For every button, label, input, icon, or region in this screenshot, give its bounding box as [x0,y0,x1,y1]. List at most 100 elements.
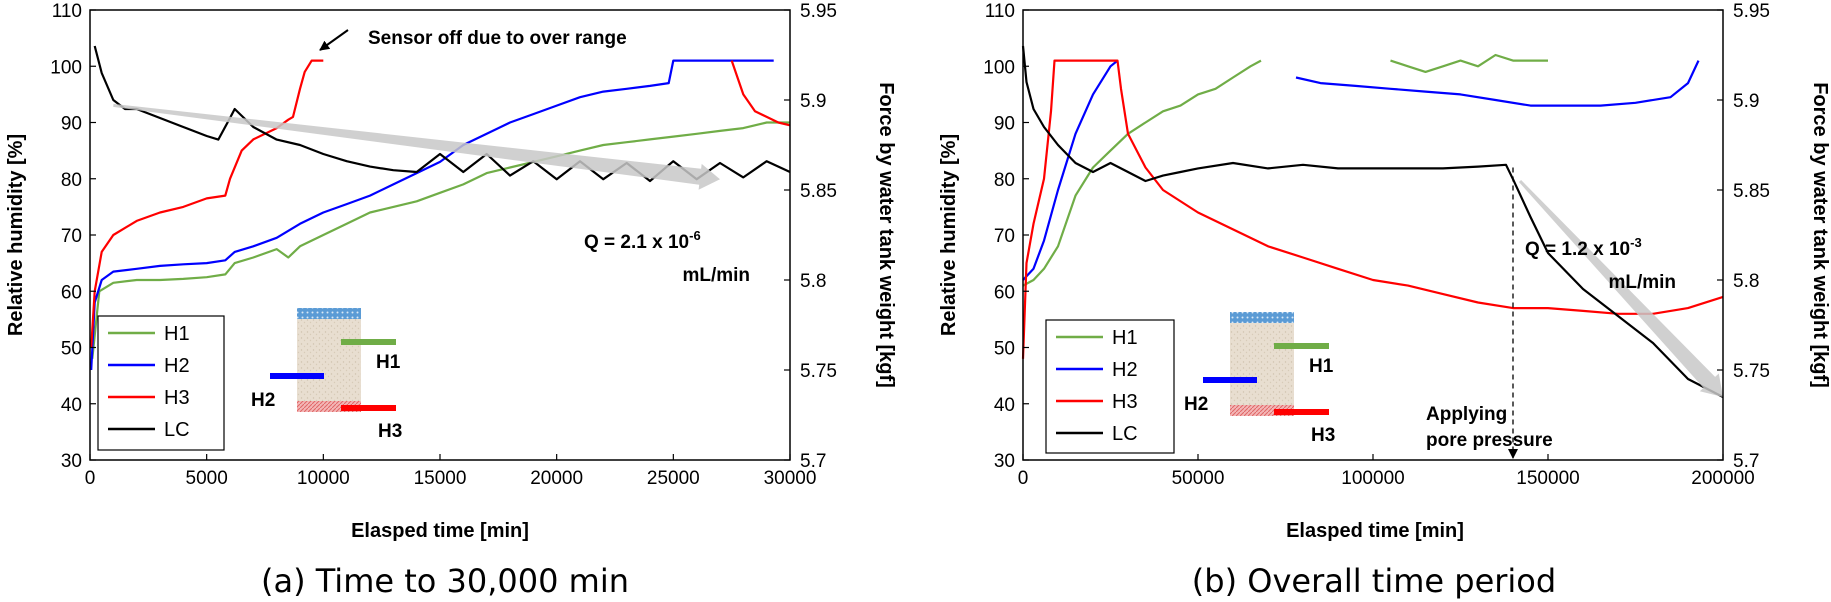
panel-b-specimen-top-layer [1230,312,1294,323]
panel-b-series-h2 [1022,59,1119,281]
panel-b-specimen-bottom-layer [1230,405,1294,416]
panel-b-x-axis-label: Elasped time [min] [1286,520,1464,542]
panel-b-y-tick-label-0: 30 [994,451,1015,472]
panel-b-series-h3 [1021,59,1724,359]
panel-b-y-tick-label-6: 90 [994,114,1015,135]
panel-a-y2-tick-label-4: 5.9 [800,91,826,112]
panel-b-legend-box [1045,319,1175,454]
panel-b-legend: H1 H2 H3 LC [1045,319,1175,454]
panel-a-caption: (a) Time to 30,000 min [261,562,629,600]
panel-b-y2-tick-label-2: 5.8 [1733,271,1759,292]
panel-a-y-tick-label-3: 60 [61,282,82,303]
panel-a-sensor-h3-label: H3 [378,421,402,442]
panel-b-legend-h1: H1 [1112,327,1138,349]
panel-a-series-layer [90,45,791,371]
panel-a-y-tick-label-5: 80 [61,170,82,191]
panel-b-y-tick-label-7: 100 [983,57,1015,78]
panel-a-y2-tick-label-1: 5.75 [800,361,837,382]
panel-b-sensor-h1-label: H1 [1309,356,1334,377]
panel-b-y-tick-label-4: 70 [994,226,1015,247]
panel-a-chart: 0 5000 10000 15000 20000 25000 30000 30 40 50 60 7… [5,1,897,600]
panel-b-series-h1 [1022,59,1262,287]
panel-a-legend-h2: H2 [164,355,190,377]
panel-b-series-lc [1021,45,1724,398]
panel-a-y-tick-label-6: 90 [61,114,82,135]
panel-b-x-tick-label-2: 100000 [1341,468,1404,489]
panel-a-q-unit: mL/min [682,265,750,286]
panel-b-trend-arrow [1518,180,1723,397]
panel-a-y-axis-label: Relative humidity [%] [5,134,27,336]
panel-b-specimen-body [1230,312,1294,416]
panel-a-sensor-h1-label: H1 [376,352,401,373]
panel-a-specimen-bottom-layer [297,401,361,412]
panel-a-x-tick-label-2: 10000 [297,468,350,489]
panel-a-series-h1 [91,121,790,359]
panel-a-sensor-off-note: Sensor off due to over range [368,28,627,49]
panel-b-q-unit: mL/min [1608,272,1676,293]
panel-a-y-tick-label-4: 70 [61,226,82,247]
panel-b-x-tick-label-0: 0 [1018,468,1029,489]
panel-a-specimen-top-layer [297,308,361,319]
panel-a-legend-lc: LC [164,419,190,441]
panel-b-y-tick-label-8: 110 [985,1,1015,22]
panel-a-y2-tick-label-3: 5.85 [800,181,837,202]
panel-b-q-exponent: -3 [1630,235,1642,250]
panel-a-legend-h1: H1 [164,323,190,345]
panel-b-y2-ticks: 5.7 5.75 5.8 5.85 5.9 5.95 [1717,1,1770,472]
panel-a-x-tick-label-5: 25000 [647,468,700,489]
panel-a-y2-tick-label-0: 5.7 [800,451,826,472]
panel-b-y-ticks: 30 40 50 60 70 80 90 100 110 [983,1,1029,472]
panel-a-q-label: Q = 2.1 x 10-6 [584,228,701,253]
panel-b-overlay-layer [1508,167,1723,459]
panel-b-pore-label-line2: pore pressure [1426,430,1553,451]
panel-a-x-tick-label-3: 15000 [414,468,467,489]
panel-a-x-tick-label-4: 20000 [530,468,583,489]
panel-a-y2-ticks: 5.7 5.75 5.8 5.85 5.9 5.95 [784,1,837,472]
panel-b-y2-tick-label-4: 5.9 [1733,91,1759,112]
panel-a-legend: H1 H2 H3 LC [97,315,225,451]
panel-a-specimen-body [297,308,361,412]
panel-a-x-tick-label-0: 0 [85,468,96,489]
panel-b-y-tick-label-2: 50 [994,339,1015,360]
panel-b-series-layer [1021,45,1724,398]
panel-a-series-h3-late [730,60,791,127]
panel-b-x-ticks: 0 50000 100000 150000 200000 [1018,454,1755,489]
panel-b-y2-axis-label: Force by water tank weight [kgf] [1809,82,1831,388]
panel-a-x-tick-label-6: 30000 [764,468,817,489]
panel-b-pore-label-line1: Applying [1426,404,1507,425]
panel-a-series-h3 [90,59,324,348]
panel-a-y-tick-label-2: 50 [61,339,82,360]
panel-a-sensor-off-arrow [319,29,349,51]
panel-a-y2-tick-label-2: 5.8 [800,271,826,292]
panel-b-series-h2-late [1295,60,1700,107]
panel-a-x-tick-label-1: 5000 [186,468,228,489]
panel-a-y2-axis-label: Force by water tank weight [kgf] [875,82,897,388]
panel-a-overlay-layer [113,103,720,190]
panel-b-legend-h2: H2 [1112,359,1138,381]
panel-b-y2-tick-label-3: 5.85 [1733,181,1770,202]
panel-a-sensor-h2-label: H2 [251,390,275,411]
panel-a-q-main: Q = 2.1 x 10 [584,232,689,253]
panel-a-y-tick-label-8: 110 [52,1,82,22]
panel-b-y2-tick-label-0: 5.7 [1733,451,1759,472]
panel-a-y2-tick-label-5: 5.95 [800,1,837,22]
panel-b-legend-lc: LC [1112,423,1138,445]
panel-b-legend-h3: H3 [1112,391,1138,413]
panel-a-x-axis-label: Elasped time [min] [351,520,529,542]
panel-b-q-main: Q = 1.2 x 10 [1525,239,1630,260]
panel-b-y-axis-label: Relative humidity [%] [938,134,960,336]
panel-a-y-ticks: 30 40 50 60 70 80 90 100 110 [50,1,96,472]
panel-b-y2-tick-label-1: 5.75 [1733,361,1770,382]
panel-a-y-tick-label-7: 100 [50,57,82,78]
panel-b-x-tick-label-4: 200000 [1691,468,1754,489]
panel-b-specimen-inset: H1 H2 H3 [1184,312,1335,446]
panel-b-y-tick-label-1: 40 [994,395,1015,416]
panel-b-chart: 0 50000 100000 150000 200000 30 40 50 60 70 80 90 1… [938,1,1831,600]
panel-b-y-tick-label-3: 60 [994,282,1015,303]
panel-a-q-exponent: -6 [689,228,701,243]
panel-a-specimen-inset: H1 H2 H3 [251,308,402,442]
panel-a-x-ticks: 0 5000 10000 15000 20000 25000 30000 [85,454,817,489]
panel-a-trend-arrow [113,103,720,190]
panel-b-y2-tick-label-5: 5.95 [1733,1,1770,22]
